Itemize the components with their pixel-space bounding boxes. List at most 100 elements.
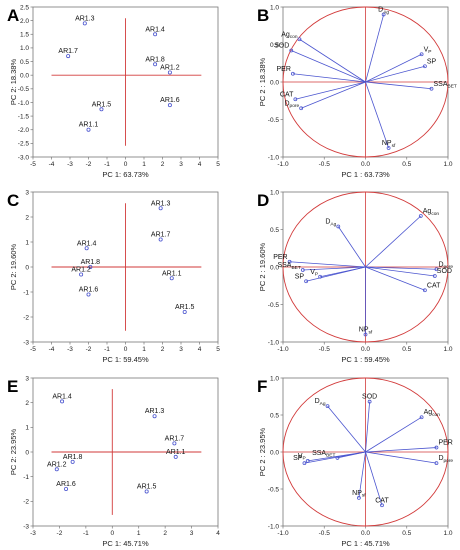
x-tick-label: -4 bbox=[49, 346, 55, 353]
panel-b: B -1.0 -0.5 0.0 0.5 1.0 -1.0 -0.5 0.0 0.5 1.0 PC 1 … bbox=[257, 4, 457, 179]
y-tick-label: 0 bbox=[25, 264, 29, 271]
x-tick-label: 0.5 bbox=[402, 530, 411, 537]
data-point bbox=[54, 467, 59, 472]
y-tick-label: -1.5 bbox=[18, 113, 30, 120]
vector-label: VP bbox=[310, 269, 318, 278]
vector-label: NPsf bbox=[359, 327, 373, 336]
point-label: AR1.6 bbox=[79, 287, 99, 294]
x-axis-label: PC 1: 59.45% bbox=[102, 355, 149, 364]
loading-vector bbox=[302, 266, 366, 271]
vector-label: CAT bbox=[375, 497, 389, 504]
vector-endpoint bbox=[287, 259, 292, 264]
panel-d: D -1.0 -0.5 0.0 0.5 1.0 -1.0 -0.5 0.0 0.5 1.0 PC 1 … bbox=[257, 189, 453, 364]
x-tick-label: 3 bbox=[179, 346, 183, 353]
x-tick-label: 1 bbox=[142, 346, 146, 353]
vector-label: SP bbox=[295, 273, 305, 280]
data-point bbox=[169, 276, 174, 281]
data-point bbox=[60, 399, 65, 404]
point-label: AR1.7 bbox=[151, 232, 171, 239]
x-tick-label: 4 bbox=[198, 161, 202, 168]
vector-endpoint bbox=[380, 503, 384, 508]
y-tick-label: -3 bbox=[23, 339, 29, 346]
vector-label: VP bbox=[424, 46, 432, 55]
x-tick-label: 0 bbox=[124, 346, 128, 353]
loading-vector bbox=[365, 266, 426, 291]
loading-vector bbox=[365, 451, 437, 464]
x-tick-label: -1 bbox=[104, 346, 110, 353]
loading-vector bbox=[300, 81, 366, 109]
y-axis-label: PC 2: 23.95% bbox=[9, 429, 18, 476]
vector-label: SOD bbox=[274, 43, 289, 50]
data-point bbox=[99, 107, 104, 112]
data-point bbox=[182, 309, 187, 314]
x-tick-label: 0 bbox=[124, 161, 128, 168]
data-point bbox=[153, 32, 158, 37]
loading-vector bbox=[365, 53, 422, 83]
x-tick-label: 1.0 bbox=[443, 161, 452, 168]
data-point bbox=[153, 62, 158, 67]
x-tick-label: 0.0 bbox=[361, 161, 370, 168]
y-axis-label: PC 2: 19.60% bbox=[9, 244, 18, 291]
point-label: AR1.5 bbox=[137, 483, 157, 490]
x-axis-label: PC 1 : 59.45% bbox=[341, 355, 390, 364]
vector-endpoint bbox=[432, 274, 437, 278]
x-tick-label: 0.5 bbox=[402, 161, 411, 168]
vector-label: SOD bbox=[362, 394, 377, 401]
vector-label: SOD bbox=[437, 268, 452, 275]
loading-vector bbox=[327, 405, 366, 453]
loading-vector bbox=[289, 261, 366, 268]
data-point bbox=[86, 292, 91, 297]
x-tick-label: -1.0 bbox=[277, 346, 289, 353]
x-tick-label: -5 bbox=[30, 161, 36, 168]
point-label: AR1.4 bbox=[145, 26, 165, 33]
y-axis-label: PC 2 : 19.60% bbox=[258, 242, 267, 291]
y-tick-label: -1.0 bbox=[268, 523, 280, 530]
x-tick-label: -2 bbox=[57, 530, 63, 537]
point-label: AR1.8 bbox=[63, 454, 83, 461]
x-tick-label: 2 bbox=[161, 161, 165, 168]
vector-endpoint bbox=[290, 71, 295, 76]
data-point bbox=[152, 414, 157, 419]
point-label: AR1.3 bbox=[145, 408, 165, 415]
y-tick-label: -1.0 bbox=[268, 339, 280, 346]
y-tick-label: 2.5 bbox=[20, 4, 29, 11]
y-tick-label: 0.5 bbox=[270, 42, 279, 49]
vector-label: Dpore bbox=[438, 455, 453, 464]
vector-endpoint bbox=[419, 52, 424, 57]
x-tick-label: -2 bbox=[86, 161, 92, 168]
vector-endpoint bbox=[289, 48, 294, 53]
x-tick-label: 3 bbox=[179, 161, 183, 168]
y-tick-label: -0.5 bbox=[268, 302, 280, 309]
panel-letter: B bbox=[257, 6, 269, 25]
point-label: AR1.7 bbox=[58, 48, 78, 55]
y-tick-label: 3 bbox=[25, 375, 29, 382]
y-tick-label: -1 bbox=[23, 474, 29, 481]
x-tick-label: 5 bbox=[216, 346, 220, 353]
loading-vector bbox=[306, 266, 366, 282]
x-tick-label: -0.5 bbox=[319, 530, 331, 537]
point-label: AR1.5 bbox=[92, 101, 112, 108]
vector-endpoint bbox=[419, 415, 424, 420]
loading-vector bbox=[365, 451, 383, 506]
x-tick-label: -4 bbox=[49, 161, 55, 168]
panel-letter: C bbox=[7, 191, 19, 210]
x-tick-label: -0.5 bbox=[319, 346, 331, 353]
point-label: AR1.1 bbox=[166, 449, 186, 456]
vector-label: SSABET bbox=[312, 450, 335, 459]
x-tick-label: -5 bbox=[30, 346, 36, 353]
loading-vector bbox=[365, 266, 437, 270]
vector-label: SP bbox=[427, 58, 437, 65]
data-point bbox=[70, 459, 75, 464]
loading-vector bbox=[365, 401, 371, 453]
vector-endpoint bbox=[299, 106, 304, 111]
point-label: AR1.1 bbox=[79, 122, 99, 129]
panel-letter: D bbox=[257, 191, 269, 210]
x-tick-label: -2 bbox=[86, 346, 92, 353]
vector-endpoint bbox=[302, 461, 307, 466]
x-tick-label: 2 bbox=[161, 346, 165, 353]
x-axis-label: PC 1: 63.73% bbox=[102, 170, 149, 179]
x-tick-label: 2 bbox=[163, 530, 167, 537]
y-tick-label: 1.0 bbox=[270, 189, 279, 196]
data-point bbox=[79, 272, 84, 277]
